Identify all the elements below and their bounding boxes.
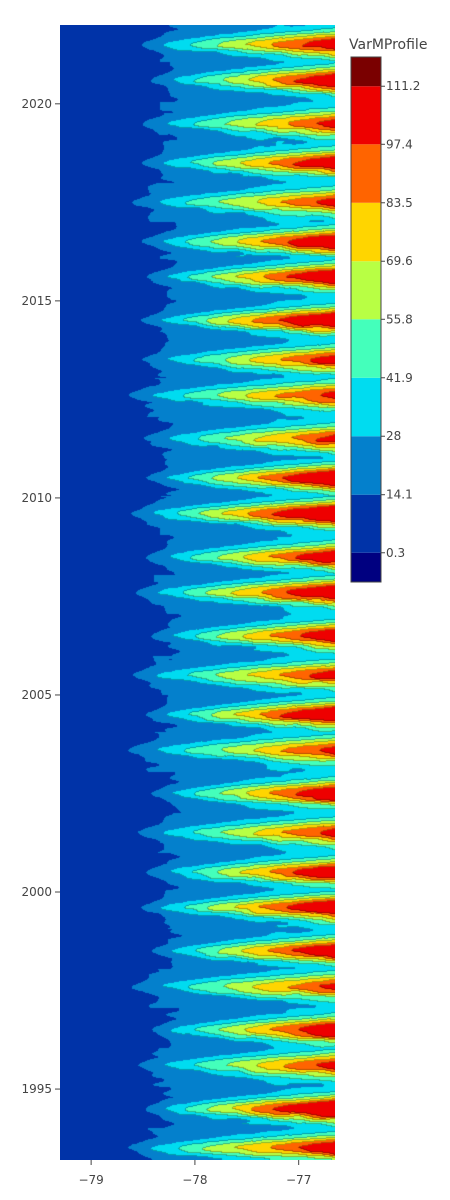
contour-field <box>60 25 335 1160</box>
colorbar-tick-label: 14.1 <box>386 488 413 502</box>
colorbar-band <box>351 202 381 262</box>
y-tick-label: 2000 <box>21 885 52 899</box>
colorbar-band <box>351 494 381 553</box>
colorbar-tick-label: 55.8 <box>386 312 413 326</box>
colorbar: VarMProfile 0.3 14.1 28 41.9 55.8 69.6 83.5 97.… <box>349 37 427 583</box>
x-tick-label: −77 <box>286 1173 311 1187</box>
y-tick-label: 1995 <box>21 1082 52 1096</box>
colorbar-tick-label: 111.2 <box>386 79 420 93</box>
y-tick-label: 2005 <box>21 688 52 702</box>
colorbar-tick-label: 97.4 <box>386 137 413 151</box>
colorbar-band <box>351 552 381 582</box>
y-tick-label: 2020 <box>21 97 52 111</box>
colorbar-band <box>351 86 381 145</box>
colorbar-band <box>351 144 381 203</box>
colorbar-ticks: 0.3 14.1 28 41.9 55.8 69.6 83.5 97.4 111.2 <box>381 79 420 560</box>
colorbar-tick-label: 0.3 <box>386 546 405 560</box>
colorbar-bands <box>350 56 382 583</box>
plot-area <box>60 25 335 1160</box>
x-axis: −79 −78 −77 <box>78 1160 311 1187</box>
y-axis: 1995 2000 2005 2010 2015 2020 <box>21 97 60 1096</box>
colorbar-tick-label: 41.9 <box>386 371 413 385</box>
y-tick-label: 2015 <box>21 294 52 308</box>
x-tick-label: −78 <box>182 1173 207 1187</box>
y-tick-label: 2010 <box>21 491 52 505</box>
colorbar-band <box>351 319 381 378</box>
x-tick-label: −79 <box>78 1173 103 1187</box>
colorbar-tick-label: 69.6 <box>386 254 413 268</box>
colorbar-band <box>351 436 381 495</box>
colorbar-band <box>351 377 381 437</box>
colorbar-band <box>351 261 381 320</box>
colorbar-title: VarMProfile <box>349 37 427 53</box>
colorbar-band <box>351 57 381 87</box>
colorbar-tick-label: 28 <box>386 429 401 443</box>
colorbar-tick-label: 83.5 <box>386 196 413 210</box>
